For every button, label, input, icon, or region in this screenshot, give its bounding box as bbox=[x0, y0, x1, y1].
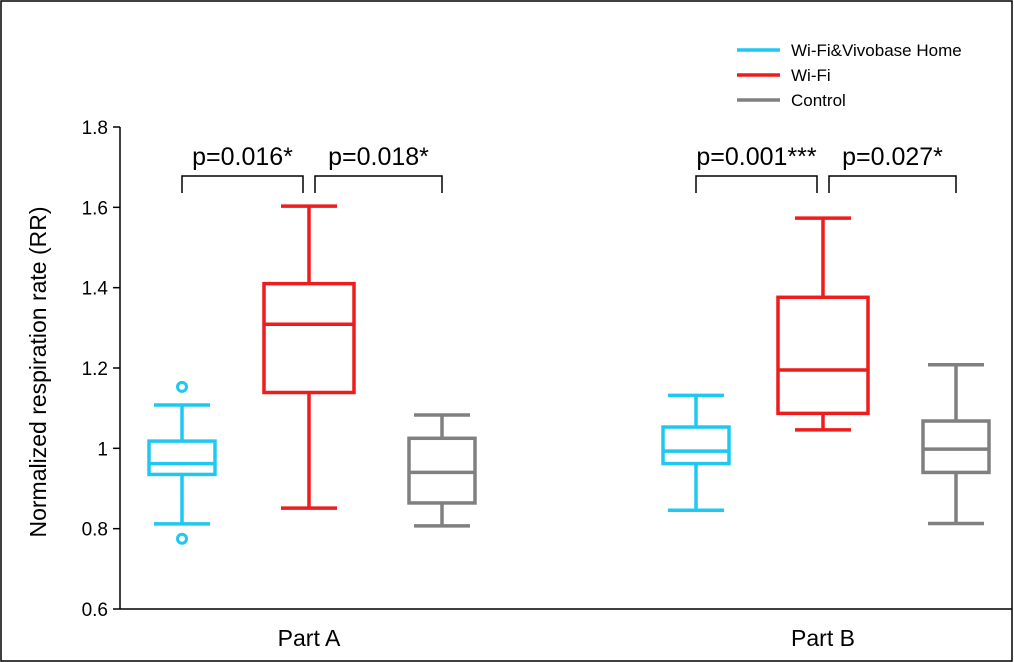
outlier-point bbox=[176, 532, 188, 545]
p-value-label: p=0.018* bbox=[328, 143, 429, 171]
x-category-label: Part B bbox=[791, 625, 855, 651]
y-tick-label: 1.2 bbox=[82, 359, 108, 380]
y-tick-label: 1.4 bbox=[82, 279, 109, 300]
y-tick-label: 0.6 bbox=[82, 600, 108, 621]
bracket-line bbox=[695, 175, 818, 193]
box-iqr bbox=[661, 425, 731, 466]
box-series bbox=[147, 204, 991, 545]
legend-item: Wi-Fi&Vivobase Home bbox=[737, 41, 962, 60]
box-iqr bbox=[921, 419, 991, 475]
box-0-0 bbox=[147, 380, 217, 545]
bracket-line bbox=[828, 175, 957, 193]
y-tick-label: 1 bbox=[97, 439, 108, 460]
significance-bracket: p=0.016* bbox=[181, 143, 304, 193]
x-category-label: Part A bbox=[278, 625, 341, 651]
legend-item: Control bbox=[737, 91, 846, 110]
significance-bracket: p=0.001*** bbox=[695, 143, 818, 193]
box-1-1 bbox=[776, 216, 870, 432]
box-iqr bbox=[776, 295, 870, 416]
bracket-line bbox=[314, 175, 443, 193]
legend-label: Wi-Fi bbox=[791, 66, 831, 85]
p-value-label: p=0.016* bbox=[192, 143, 293, 171]
p-value-label: p=0.001*** bbox=[696, 143, 817, 171]
significance-bracket: p=0.027* bbox=[828, 143, 957, 193]
legend: Wi-Fi&Vivobase Home Wi-Fi Control bbox=[737, 41, 962, 110]
y-tick-label: 1.6 bbox=[82, 198, 108, 219]
y-tick-label: 0.8 bbox=[82, 520, 108, 541]
box-iqr bbox=[262, 281, 356, 395]
legend-item: Wi-Fi bbox=[737, 66, 831, 85]
y-axis-title: Normalized respiration rate (RR) bbox=[25, 206, 51, 537]
legend-label: Wi-Fi&Vivobase Home bbox=[791, 41, 962, 60]
legend-label: Control bbox=[791, 91, 846, 110]
outlier-point bbox=[176, 380, 188, 393]
box-iqr bbox=[407, 436, 477, 505]
box-1-0 bbox=[262, 204, 356, 510]
bracket-line bbox=[181, 175, 304, 193]
p-value-label: p=0.027* bbox=[842, 143, 943, 171]
box-2-0 bbox=[407, 413, 477, 528]
box-iqr bbox=[147, 439, 217, 477]
x-axis: Part A Part B bbox=[120, 608, 1012, 651]
y-tick-label: 1.8 bbox=[82, 118, 108, 139]
y-axis: 0.6 0.8 1 1.2 1.4 1.6 1.8 bbox=[82, 118, 121, 621]
significance-bracket: p=0.018* bbox=[314, 143, 443, 193]
significance-annotations: p=0.016* p=0.018* p=0.001*** p=0.027* bbox=[181, 143, 957, 193]
box-0-1 bbox=[661, 393, 731, 512]
box-2-1 bbox=[921, 363, 991, 526]
